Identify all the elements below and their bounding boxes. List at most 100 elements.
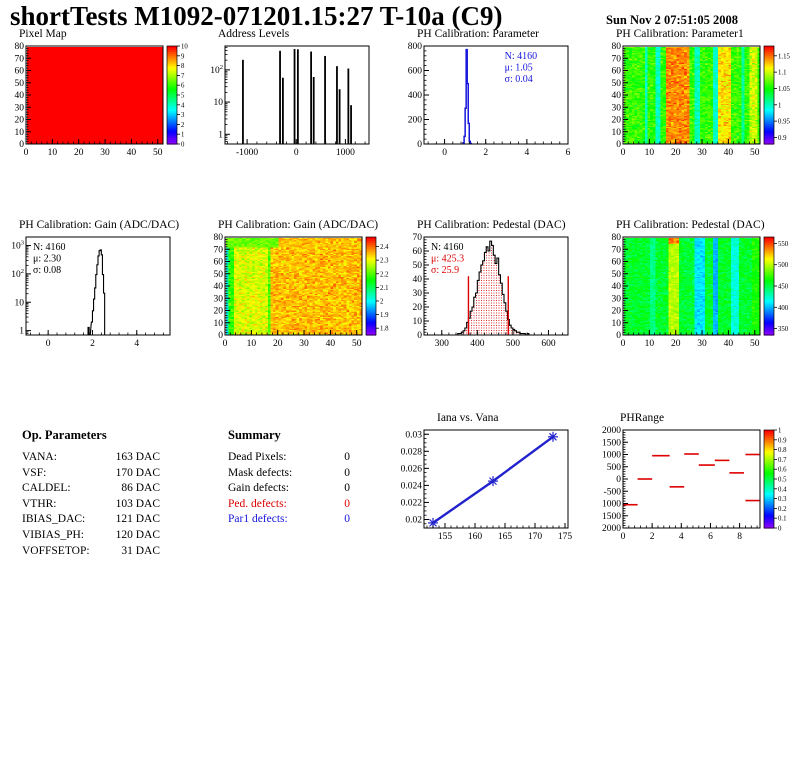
svg-text:5: 5: [181, 93, 185, 100]
svg-text:300: 300: [435, 339, 450, 349]
panel-title: PH Calibration: Parameter1: [616, 28, 744, 40]
svg-text:70: 70: [612, 54, 622, 64]
svg-text:350: 350: [778, 326, 789, 333]
svg-text:20: 20: [671, 339, 681, 349]
svg-text:0: 0: [616, 331, 621, 341]
address-levels-plot: -1000 0 1000 1 10 102: [199, 41, 398, 161]
svg-text:0.1: 0.1: [778, 516, 787, 523]
svg-text:40: 40: [724, 148, 734, 158]
op-parameters-block: Op. Parameters VANA: 163 DAC VSF: 170 DAC CA…: [22, 428, 160, 559]
svg-text:80: 80: [15, 42, 25, 52]
svg-text:μ: 2.30: μ: 2.30: [33, 254, 61, 265]
svg-text:70: 70: [15, 54, 25, 64]
svg-text:600: 600: [408, 67, 423, 77]
svg-text:-500: -500: [604, 487, 622, 497]
panel-title: PH Calibration: Pedestal (DAC): [417, 219, 566, 231]
list-item: CALDEL: 86 DAC: [22, 481, 160, 497]
svg-text:2: 2: [483, 148, 488, 158]
svg-text:1: 1: [778, 102, 781, 109]
row-value: 0: [344, 513, 350, 526]
row-label: VSF:: [22, 466, 47, 479]
list-item: Gain defects: 0: [228, 481, 350, 497]
svg-text:N: 4160: N: 4160: [505, 51, 538, 62]
plot-svg: -1000 0 1000 1 10 102: [210, 45, 370, 158]
svg-text:8: 8: [737, 532, 742, 542]
svg-text:20: 20: [273, 339, 283, 349]
svg-text:0.8: 0.8: [778, 447, 787, 454]
svg-text:6: 6: [181, 83, 185, 90]
svg-text:20: 20: [671, 148, 681, 158]
plot-svg: 0 10 20 30 40 50 0 10 20 30 40 50 60 70 80 0 1 2 3 4 5 6 7 8 9 10: [15, 42, 189, 158]
svg-text:9: 9: [181, 53, 185, 60]
panel-title: Pixel Map: [19, 28, 67, 40]
list-item: Par1 defects: 0: [228, 512, 350, 528]
plot-svg: 0 2 4 6 8200015001000-500050010001500200000.…: [602, 426, 787, 542]
svg-text:10: 10: [612, 128, 622, 138]
svg-text:60: 60: [612, 67, 622, 77]
svg-text:20: 20: [612, 116, 622, 126]
svg-text:30: 30: [697, 148, 707, 158]
plot-svg: 155 160 165 170 175 0.02 0.022 0.024 0.026 0.028 0…: [401, 429, 572, 542]
svg-text:4: 4: [679, 532, 684, 542]
svg-text:0.7: 0.7: [778, 457, 787, 464]
summary-block: Summary Dead Pixels: 0 Mask defects: 0 Gain …: [228, 428, 350, 528]
list-item: VSF: 170 DAC: [22, 466, 160, 482]
svg-text:0: 0: [778, 526, 782, 533]
svg-text:0.9: 0.9: [778, 437, 787, 444]
list-item: Mask defects: 0: [228, 466, 350, 482]
svg-text:1.15: 1.15: [778, 53, 790, 60]
svg-text:0.024: 0.024: [401, 481, 423, 491]
svg-text:0: 0: [24, 148, 29, 158]
svg-text:1500: 1500: [602, 438, 621, 448]
svg-text:40: 40: [724, 339, 734, 349]
svg-text:70: 70: [214, 245, 224, 255]
svg-text:30: 30: [413, 289, 423, 299]
ph-parameter-plot: 0 2 4 6 0 200 400 600 800 N: 4160 μ: 1.05 σ: 0.04: [398, 41, 597, 161]
svg-text:50: 50: [750, 339, 760, 349]
pedestal-map-plot: 0 10 20 30 40 50 0 10 20 30 40 50 60 70 80 350 400 450 500…: [597, 232, 796, 352]
svg-text:0: 0: [621, 532, 626, 542]
list-item: Ped. defects: 0: [228, 497, 350, 513]
svg-text:0.9: 0.9: [778, 135, 787, 142]
svg-text:50: 50: [153, 148, 163, 158]
row-label: Dead Pixels:: [228, 451, 287, 463]
svg-text:20: 20: [413, 303, 423, 313]
svg-text:103: 103: [11, 240, 24, 252]
svg-text:10: 10: [247, 339, 257, 349]
svg-text:50: 50: [413, 261, 423, 271]
row-label: VANA:: [22, 451, 57, 463]
list-item: Dead Pixels: 0: [228, 450, 350, 466]
svg-text:450: 450: [778, 284, 789, 291]
pedestal-hist-plot: 300 400 500 600 0 10 20 30 40 50 60 70 N: 4160 μ: 425…: [398, 232, 597, 352]
svg-text:1: 1: [19, 327, 24, 337]
row-value: 103 DAC: [115, 497, 160, 510]
svg-text:102: 102: [210, 64, 223, 76]
svg-text:10: 10: [181, 44, 188, 51]
svg-text:160: 160: [468, 532, 483, 542]
svg-text:0: 0: [442, 148, 447, 158]
svg-text:70: 70: [413, 233, 423, 243]
svg-text:2.1: 2.1: [380, 285, 389, 292]
panel-pedestal-hist: PH Calibration: Pedestal (DAC) 300 400 500…: [398, 219, 597, 353]
svg-text:1000: 1000: [602, 451, 621, 461]
row-value: 163 DAC: [115, 451, 160, 463]
row-value: 0: [344, 466, 350, 479]
svg-text:1: 1: [218, 130, 223, 140]
list-item: VIBIAS_PH: 120 DAC: [22, 528, 160, 544]
svg-text:30: 30: [15, 103, 25, 113]
panel-pixel-map: Pixel Map 0 10 20 30 40 50 0 10 20 30 40 50 60 70 80 0 1…: [0, 28, 199, 162]
heatmap-canvas: [623, 237, 760, 335]
row-value: 121 DAC: [115, 513, 160, 526]
phrange-plot: 0 2 4 6 8 2000 1500 1000 -500 0 500 1000 1500 2000 0 0.…: [597, 425, 796, 545]
svg-text:0: 0: [294, 148, 299, 158]
gain-hist-plot: 0 2 4 1 10 102 103 N: 4160 μ: 2.30 σ: 0.08: [0, 232, 199, 352]
svg-text:1.9: 1.9: [380, 312, 389, 319]
svg-text:50: 50: [15, 79, 25, 89]
svg-text:2.4: 2.4: [380, 244, 389, 251]
panel-gain-hist: PH Calibration: Gain (ADC/DAC) 0 2 4 1 10 102…: [0, 219, 199, 353]
svg-text:20: 20: [214, 307, 224, 317]
svg-text:σ: 25.9: σ: 25.9: [431, 265, 459, 276]
svg-text:1.8: 1.8: [380, 326, 389, 333]
